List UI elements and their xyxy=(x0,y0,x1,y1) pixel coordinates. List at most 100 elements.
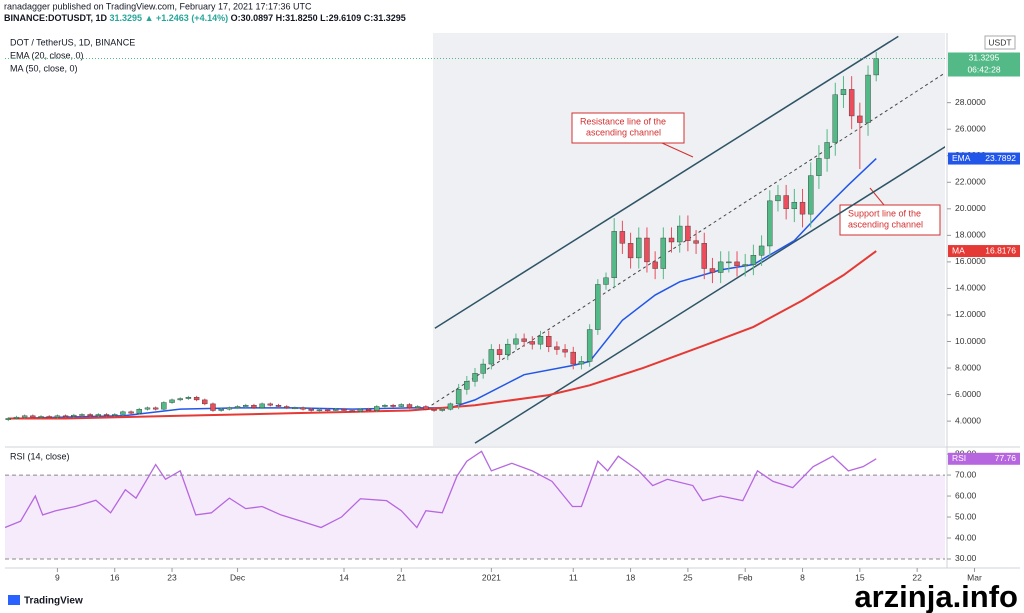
x-tick-label: 22 xyxy=(912,572,922,582)
y-tick-label: 28.0000 xyxy=(955,97,986,107)
candle-body xyxy=(46,416,52,418)
candle-body xyxy=(570,351,576,365)
candle-body xyxy=(341,408,347,411)
candle-body xyxy=(30,415,36,418)
y-tick-label: 22.0000 xyxy=(955,177,986,187)
candle-body xyxy=(750,255,757,265)
candle-body xyxy=(758,245,765,256)
candle-body xyxy=(275,404,282,407)
rsi-title: RSI (14, close) xyxy=(10,451,70,461)
candle-body xyxy=(611,231,617,279)
annotation-text: Resistance line of the xyxy=(580,116,666,126)
y-tick-label: 14.0000 xyxy=(955,283,986,293)
rsi-tick-label: 70.00 xyxy=(955,469,977,479)
ohlc: O:30.0897 H:31.8250 L:29.6109 C:31.3295 xyxy=(231,13,406,23)
candle-body xyxy=(120,411,126,415)
candle-body xyxy=(365,408,372,411)
main-pane xyxy=(5,35,945,444)
candle-body xyxy=(62,415,69,418)
candle-body xyxy=(13,416,20,419)
rsi-box xyxy=(948,452,1020,465)
annotation-text: Support line of the xyxy=(848,208,921,218)
chart-title: DOT / TetherUS, 1D, BINANCE xyxy=(10,37,135,47)
candle-body xyxy=(636,237,642,259)
annotation-arrow xyxy=(869,187,885,206)
candle-body xyxy=(857,115,863,123)
y-tick-label: 26.0000 xyxy=(955,123,986,133)
candle-body xyxy=(586,329,593,362)
candle-body xyxy=(799,201,806,215)
x-tick-label: 18 xyxy=(626,572,636,582)
candle-body xyxy=(103,414,110,416)
candle-body xyxy=(529,341,536,345)
candle-body xyxy=(382,404,388,407)
y-tick-label: 4.0000 xyxy=(955,415,981,425)
candle-body xyxy=(324,409,331,412)
candle-body xyxy=(177,398,183,401)
header-quote: BINANCE:DOTUSDT, 1D 31.3295 ▲ +1.2463 (+… xyxy=(4,13,406,23)
candle-body xyxy=(398,404,405,407)
candle-body xyxy=(644,237,650,263)
candle-body xyxy=(71,414,77,417)
candle-body xyxy=(54,415,61,418)
candle-body xyxy=(832,94,838,143)
candle-body xyxy=(685,225,691,241)
candle-body xyxy=(660,237,667,269)
indicator-line xyxy=(8,157,877,420)
candle-body xyxy=(390,404,396,407)
candle-body xyxy=(136,408,142,414)
candle-body xyxy=(472,373,478,382)
indicator-box xyxy=(948,245,1020,258)
candle-body xyxy=(144,407,151,410)
rsi-band xyxy=(5,475,945,559)
candle-body xyxy=(21,415,28,418)
rsi-tick-label: 30.00 xyxy=(955,553,977,563)
candle-body xyxy=(464,381,470,390)
candle-body xyxy=(513,338,519,345)
candle-body xyxy=(578,361,585,365)
change: +1.2463 (+4.14%) xyxy=(156,13,228,23)
channel-line xyxy=(434,35,899,329)
candle-body xyxy=(873,58,879,76)
header-publisher: ranadagger published on TradingView.com,… xyxy=(4,1,312,11)
candle-body xyxy=(406,404,413,409)
candle-body xyxy=(152,407,159,410)
rsi-tick-label: 60.00 xyxy=(955,490,977,500)
candle-body xyxy=(251,404,257,409)
y-tick-label: 6.0000 xyxy=(955,389,981,399)
brand: TradingView xyxy=(24,596,83,607)
watermark-box xyxy=(828,582,1024,613)
candle-body xyxy=(112,414,118,416)
candle-body xyxy=(505,343,511,355)
candle-body xyxy=(455,389,462,405)
countdown: 06:42:28 xyxy=(967,65,1000,75)
candle-body xyxy=(267,403,273,406)
candle-body xyxy=(218,408,224,411)
rsi-tick-label: 40.00 xyxy=(955,532,977,542)
x-tick-label: Feb xyxy=(738,572,753,582)
x-tick-label: Dec xyxy=(230,572,246,582)
x-tick-label: 8 xyxy=(800,572,805,582)
indicator-value: 23.7892 xyxy=(985,153,1016,163)
candle-body xyxy=(357,408,364,412)
legend-ma: MA (50, close, 0) xyxy=(10,63,78,73)
y-tick-label: 12.0000 xyxy=(955,309,986,319)
candle-body xyxy=(243,404,249,407)
candle-body xyxy=(128,411,134,414)
y-tick-label: 8.0000 xyxy=(955,362,981,372)
legend-ema: EMA (20, close, 0) xyxy=(10,50,84,60)
candle-body xyxy=(562,349,568,353)
candle-body xyxy=(668,237,675,243)
last-price-box xyxy=(948,52,1020,77)
candle-body xyxy=(210,403,216,411)
candle-body xyxy=(726,261,732,264)
price: 31.3295 xyxy=(110,13,143,23)
candle-body xyxy=(693,240,699,244)
indicator-short: MA xyxy=(952,245,965,255)
candle-body xyxy=(447,403,454,410)
annotation-box xyxy=(839,204,941,236)
x-tick-label: 2021 xyxy=(482,572,501,582)
y-tick-label: 16.0000 xyxy=(955,256,986,266)
annotation-box xyxy=(571,112,685,144)
